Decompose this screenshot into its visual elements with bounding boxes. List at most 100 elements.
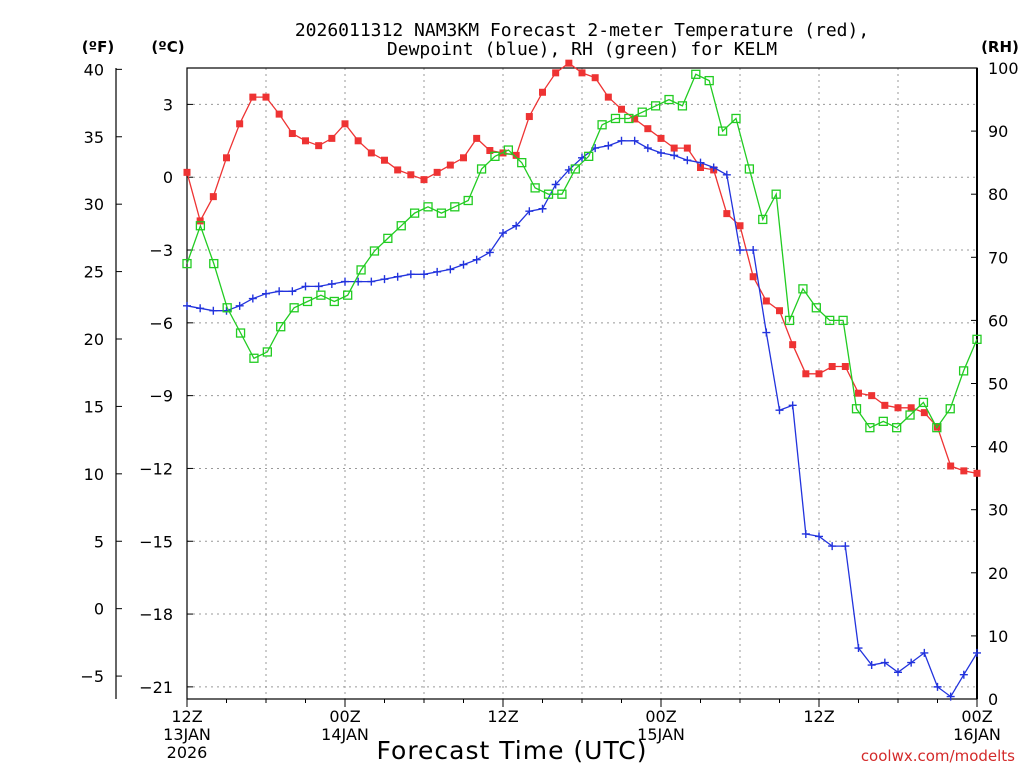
rh-point <box>624 113 634 124</box>
dewpoint-point <box>327 279 336 288</box>
dewpoint-point <box>643 144 652 153</box>
dewpoint-point <box>275 287 284 296</box>
tick-labels: 4035302520151050−530−3−6−9−12−15−18−2110… <box>80 59 1018 762</box>
series-layer <box>182 59 982 701</box>
fahrenheit-tick-label: 0 <box>94 600 104 619</box>
rh-point <box>396 221 406 231</box>
dewpoint-point <box>762 328 771 337</box>
chart-title-line1: 2026011312 NAM3KM Forecast 2-meter Tempe… <box>295 20 869 41</box>
temperature-point <box>670 144 678 152</box>
unit-label-celsius: (ºC) <box>151 38 184 56</box>
rh-point <box>182 258 192 269</box>
temperature-point <box>907 404 915 412</box>
rh-point <box>784 315 795 326</box>
rh-point <box>610 113 621 124</box>
dewpoint-point <box>828 542 837 551</box>
rh-tick-label: 80 <box>988 185 1008 204</box>
dewpoint-point <box>775 406 784 415</box>
celsius-tick-label: 0 <box>163 168 173 187</box>
temperature-point <box>828 363 836 371</box>
temperature-point <box>407 171 415 179</box>
temperature-point <box>894 404 902 412</box>
dewpoint-point <box>183 301 191 310</box>
temperature-point <box>394 166 402 174</box>
rh-tick-label: 100 <box>988 59 1019 78</box>
temperature-point <box>512 151 520 159</box>
rh-point <box>771 189 781 199</box>
dewpoint-point <box>367 277 376 286</box>
rh-point <box>570 164 580 174</box>
rh-point <box>597 120 607 130</box>
rh-point <box>851 404 862 414</box>
dewpoint-point <box>709 163 718 172</box>
dewpoint-point <box>209 306 218 315</box>
dewpoint-point <box>894 668 902 677</box>
rh-point <box>262 347 272 357</box>
dewpoint-point <box>617 136 626 145</box>
rh-point <box>691 69 701 79</box>
temperature-point <box>749 273 757 281</box>
x-tick-label: 16JAN <box>953 725 1001 744</box>
dewpoint-point <box>933 682 942 691</box>
rh-point <box>503 145 514 155</box>
dewpoint-point <box>248 294 257 303</box>
dewpoint-point <box>446 265 455 274</box>
chart-title-line2: Dewpoint (blue), RH (green) for KELM <box>387 39 777 60</box>
temperature-point <box>604 93 612 101</box>
dewpoint-point <box>472 255 481 264</box>
dewpoint-point <box>288 287 297 296</box>
x-tick-label: 15JAN <box>637 725 685 744</box>
rh-tick-label: 0 <box>988 690 998 709</box>
rh-point <box>383 233 393 244</box>
temperature-point <box>525 113 533 121</box>
temperature-point <box>644 125 652 133</box>
fahrenheit-tick-label: 5 <box>94 532 104 551</box>
x-axis-title: Forecast Time (UTC) <box>377 736 648 765</box>
fahrenheit-tick-label: 15 <box>84 397 104 416</box>
rh-point <box>905 410 915 420</box>
rh-point <box>798 284 808 294</box>
dewpoint-point <box>485 248 494 257</box>
rh-point <box>476 164 487 174</box>
x-tick-label: 00Z <box>645 707 676 726</box>
rh-point <box>517 157 527 168</box>
rh-tick-label: 40 <box>988 438 1008 457</box>
unit-label-rh: (RH) <box>981 38 1019 56</box>
celsius-tick-label: −12 <box>139 459 173 478</box>
x-tick-label: 12Z <box>487 707 518 726</box>
rh-point <box>825 315 835 326</box>
temperature-point <box>631 115 639 123</box>
rh-point <box>329 296 339 307</box>
temperature-point <box>460 154 467 162</box>
temperature-point <box>262 93 270 101</box>
temperature-point <box>565 59 573 67</box>
rh-point <box>543 189 554 199</box>
celsius-tick-label: −18 <box>139 605 173 624</box>
celsius-tick-label: −21 <box>139 678 173 697</box>
dewpoint-point <box>406 270 415 279</box>
rh-point <box>664 94 674 105</box>
temperature-point <box>802 370 810 378</box>
dewpoint-point <box>670 151 679 160</box>
rh-point <box>423 202 433 212</box>
rh-tick-label: 70 <box>988 248 1008 267</box>
dewpoint-point <box>973 648 981 657</box>
rh-point <box>811 303 821 313</box>
dewpoint-point <box>551 180 560 189</box>
rh-point <box>918 397 929 408</box>
temperature-point <box>789 341 797 349</box>
dewpoint-point <box>880 658 889 667</box>
dewpoint-point <box>722 170 731 179</box>
temperature-point <box>315 142 323 150</box>
dewpoint-point <box>920 648 929 657</box>
dewpoint-point <box>433 267 442 276</box>
dewpoint-point <box>380 275 389 284</box>
dewpoint-point <box>867 661 876 670</box>
rh-point <box>249 353 259 363</box>
celsius-tick-label: −9 <box>149 387 173 406</box>
rh-tick-label: 30 <box>988 501 1008 520</box>
x-tick-label: 2026 <box>167 743 208 762</box>
celsius-tick-label: −6 <box>149 314 173 333</box>
celsius-tick-label: 3 <box>163 95 173 114</box>
fahrenheit-tick-label: 35 <box>84 128 104 147</box>
